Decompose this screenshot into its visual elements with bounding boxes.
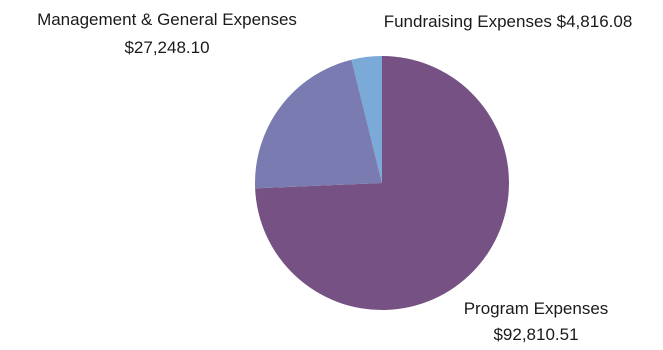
pie-slices — [254, 56, 509, 310]
slice-label-fundraising: Fundraising Expenses $4,816.08 — [384, 12, 633, 31]
slice-value-program-expenses: $92,810.51 — [493, 325, 578, 344]
pie-slice-fundraising-expenses — [351, 56, 382, 183]
slice-label-program-expenses: Program Expenses — [464, 299, 609, 318]
slice-value-management-general: $27,248.10 — [124, 38, 209, 57]
pie-slice-management-general-expenses — [254, 59, 382, 189]
slice-label-management-general: Management & General Expenses — [37, 10, 297, 29]
pie-slice-program-expenses — [255, 56, 509, 310]
